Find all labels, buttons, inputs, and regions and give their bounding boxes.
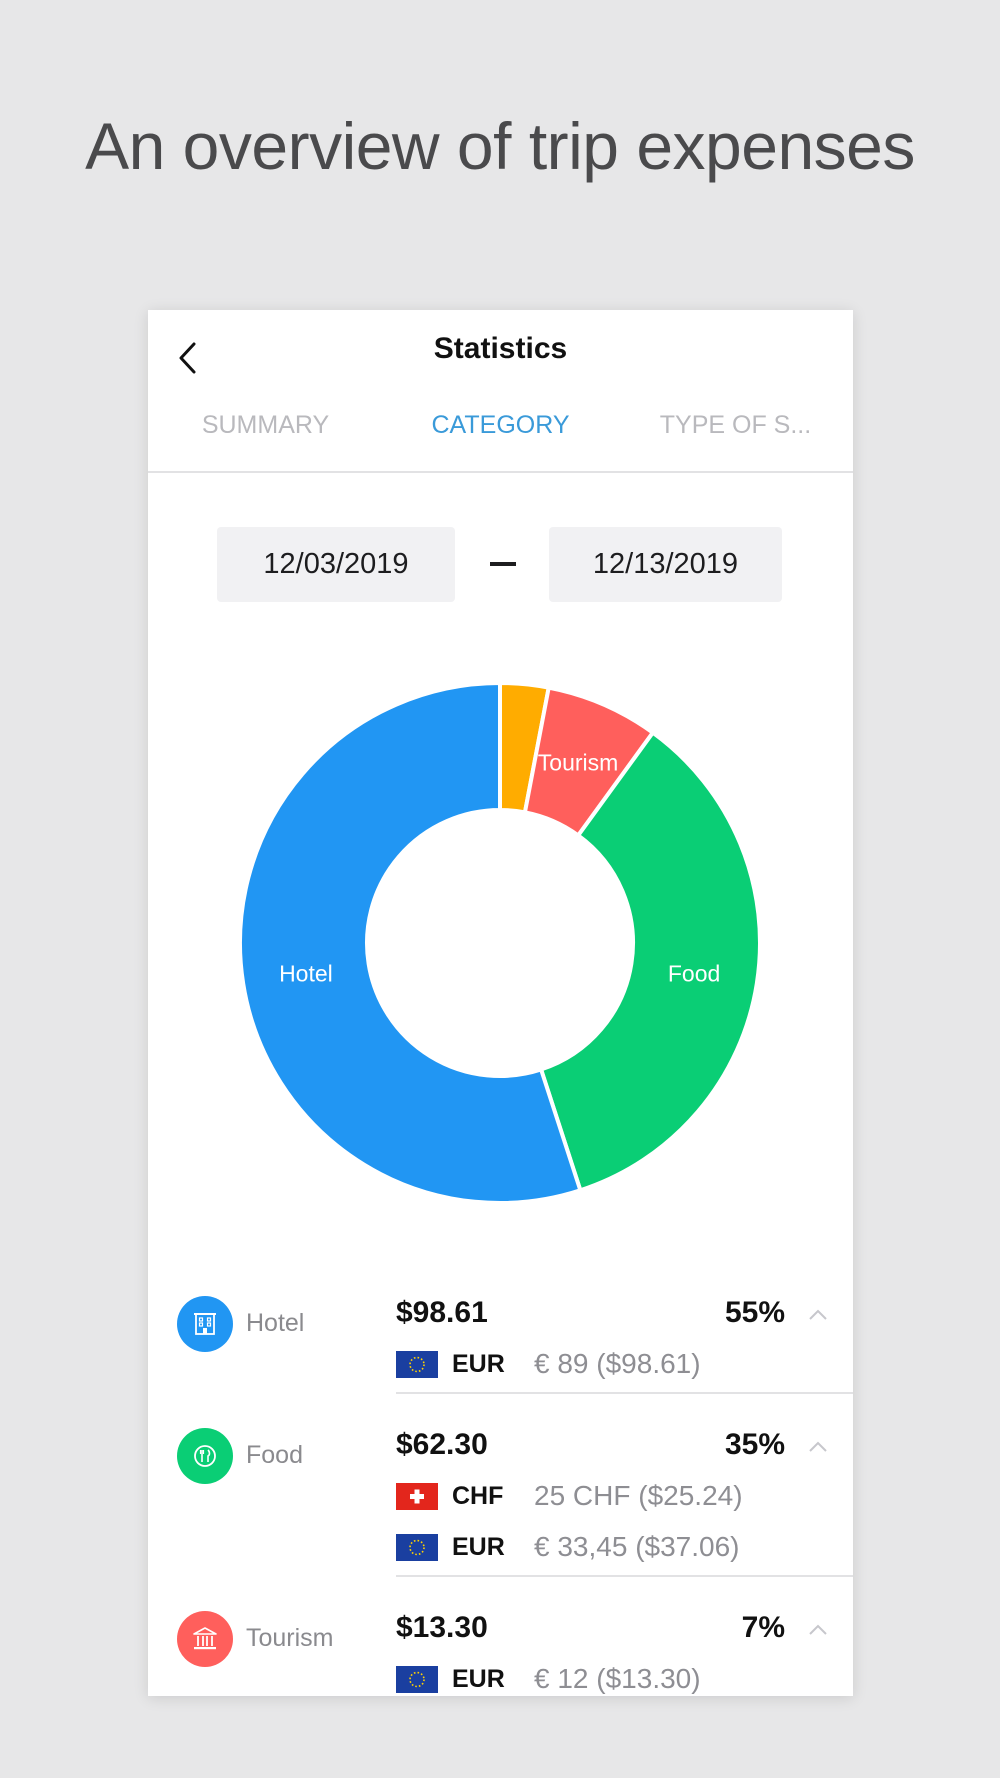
category-row-tourism[interactable]: Tourism $13.30 7% EUR € 12 ($13.30) <box>148 1591 853 1696</box>
currency-detail: 25 CHF ($25.24) <box>534 1480 743 1511</box>
currency-code: EUR <box>452 1350 505 1378</box>
tab-bar: SUMMARY CATEGORY TYPE OF S... <box>148 400 853 460</box>
category-amount: $62.30 <box>396 1428 488 1461</box>
start-date-field[interactable]: 12/03/2019 <box>217 527 455 602</box>
eu-flag-icon <box>396 1351 438 1378</box>
category-row-food[interactable]: Food $62.30 35% CHF 25 CHF ($25.24) EUR … <box>148 1408 853 1568</box>
tab-category[interactable]: CATEGORY <box>431 411 570 439</box>
end-date-field[interactable]: 12/13/2019 <box>549 527 782 602</box>
chevron-left-icon <box>179 342 196 374</box>
food-icon <box>177 1428 233 1484</box>
donut-slice-food[interactable] <box>538 729 762 1193</box>
slice-label-tourism: Tourism <box>538 750 619 776</box>
category-donut-chart: Tourism Food Hotel <box>148 660 853 1220</box>
currency-detail: € 33,45 ($37.06) <box>534 1531 740 1562</box>
headline: An overview of trip expenses <box>85 109 915 183</box>
currency-detail: € 12 ($13.30) <box>534 1663 701 1694</box>
tourism-icon <box>177 1611 233 1667</box>
currency-code: EUR <box>452 1665 505 1693</box>
eu-flag-icon <box>396 1666 438 1693</box>
hotel-icon <box>177 1296 233 1352</box>
row-divider <box>396 1575 853 1577</box>
statistics-screen: Statistics SUMMARY CATEGORY TYPE OF S...… <box>148 310 853 1696</box>
category-row-hotel[interactable]: Hotel $98.61 55% EUR € 89 ($98.61) <box>148 1276 853 1386</box>
tabs-divider <box>148 471 853 473</box>
donut-slice-hotel[interactable] <box>238 680 583 1205</box>
date-range-dash <box>490 562 516 566</box>
slice-label-food: Food <box>668 961 720 987</box>
category-name: Hotel <box>246 1309 305 1337</box>
category-name: Tourism <box>246 1624 334 1652</box>
category-percent: 55% <box>724 1296 785 1329</box>
back-button[interactable] <box>170 330 210 386</box>
chevron-up-icon[interactable] <box>807 1623 829 1637</box>
chevron-up-icon[interactable] <box>807 1440 829 1454</box>
eu-flag-icon <box>396 1534 438 1561</box>
category-percent: 35% <box>724 1428 785 1461</box>
swiss-flag-icon <box>396 1483 438 1510</box>
chevron-up-icon[interactable] <box>807 1308 829 1322</box>
currency-detail: € 89 ($98.61) <box>534 1348 701 1379</box>
row-divider <box>396 1392 853 1394</box>
slice-label-hotel: Hotel <box>279 961 333 987</box>
category-name: Food <box>246 1441 303 1469</box>
currency-code: EUR <box>452 1533 505 1561</box>
currency-code: CHF <box>452 1482 504 1510</box>
category-amount: $98.61 <box>396 1296 488 1329</box>
page-title: Statistics <box>433 332 568 365</box>
category-percent: 7% <box>741 1611 785 1644</box>
tab-summary[interactable]: SUMMARY <box>201 411 330 439</box>
tab-type-of-spending[interactable]: TYPE OF S... <box>659 411 812 439</box>
category-amount: $13.30 <box>396 1611 488 1644</box>
